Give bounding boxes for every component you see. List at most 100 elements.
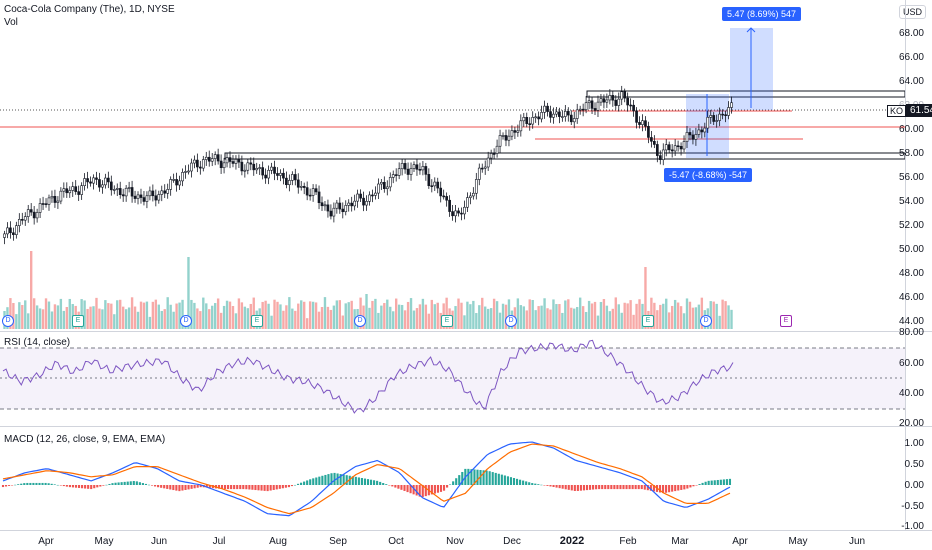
volume-bar — [608, 311, 612, 329]
candle-body — [359, 193, 362, 199]
macd-histogram-bar — [260, 485, 263, 491]
candle-body — [638, 122, 641, 125]
rsi-title[interactable]: RSI (14, close) — [4, 337, 71, 348]
macd-histogram-bar — [111, 483, 114, 485]
macd-histogram-bar — [677, 485, 680, 491]
macd-histogram-bar — [239, 485, 242, 490]
candle-body — [62, 188, 66, 192]
earnings-marker[interactable]: E — [642, 315, 654, 327]
candle-body — [552, 113, 555, 118]
macd-histogram-bar — [354, 476, 357, 485]
candle-body — [270, 166, 273, 171]
macd-histogram-bar — [436, 485, 440, 493]
candle-body — [115, 188, 119, 190]
dividend-marker[interactable]: D — [2, 315, 14, 327]
candle-body — [204, 156, 208, 160]
measure-down-badge[interactable]: -5.47 (-8.68%) -547 — [664, 168, 753, 182]
earnings-marker[interactable]: E — [251, 315, 263, 327]
candle-body — [519, 120, 523, 132]
symbol-title[interactable]: Coca-Cola Company (The), 1D, NYSE — [4, 4, 175, 15]
macd-histogram-bar — [418, 485, 421, 497]
candle-body — [721, 113, 724, 116]
volume-bar — [445, 297, 448, 329]
candle-body — [629, 104, 632, 107]
price-tick: 64.00 — [898, 76, 924, 87]
dividend-marker[interactable]: D — [354, 315, 366, 327]
macd-histogram-bar — [147, 484, 151, 486]
candle-body — [572, 118, 576, 123]
macd-histogram-bar — [312, 478, 315, 485]
candle-body — [694, 134, 698, 140]
currency-button[interactable]: USD — [898, 5, 926, 19]
volume-bar — [243, 306, 247, 329]
volume-bar — [433, 304, 436, 329]
price-tick: 50.00 — [898, 244, 924, 255]
dividend-marker[interactable]: D — [505, 315, 517, 327]
macd-histogram-bar — [303, 481, 306, 485]
pane-separator-macd[interactable] — [0, 426, 932, 427]
price-axis-border — [905, 0, 906, 530]
volume-bar — [285, 305, 288, 329]
volume-bar — [403, 310, 407, 329]
macd-histogram-bar — [129, 481, 132, 485]
volume-bar — [119, 299, 122, 329]
macd-histogram-bar — [537, 484, 540, 485]
candle-body — [261, 167, 264, 176]
volume-bar — [629, 300, 632, 329]
macd-histogram-bar — [704, 481, 707, 485]
candle-body — [296, 179, 300, 188]
candle-body — [611, 95, 615, 101]
volume-bar — [294, 310, 297, 329]
macd-histogram-bar — [157, 485, 160, 488]
candle-body — [267, 169, 270, 179]
candle-body — [53, 196, 57, 203]
earnings-marker-upcoming[interactable]: E — [780, 315, 792, 327]
volume-bar — [228, 301, 232, 329]
candle-body — [118, 188, 122, 195]
macd-histogram-bar — [242, 485, 245, 490]
volume-bar — [27, 313, 30, 329]
candle-body — [709, 115, 713, 118]
dividend-marker[interactable]: D — [180, 315, 192, 327]
volume-bar — [213, 303, 217, 329]
candle-body — [32, 211, 36, 219]
macd-histogram-bar — [564, 485, 567, 490]
earnings-marker[interactable]: E — [441, 315, 453, 327]
macd-histogram-bar — [479, 469, 482, 485]
candle-body — [507, 135, 511, 141]
volume-bar — [323, 297, 327, 329]
macd-histogram-bar — [190, 485, 193, 489]
macd-histogram-bar — [442, 485, 446, 491]
macd-histogram-bar — [254, 485, 257, 491]
dividend-marker[interactable]: D — [700, 315, 712, 327]
macd-histogram-bar — [491, 472, 494, 485]
candle-body — [47, 197, 51, 205]
macd-histogram-bar — [74, 485, 78, 488]
macd-tick: -0.50 — [901, 501, 924, 512]
volume-bar — [107, 303, 110, 329]
candle-body — [299, 185, 303, 188]
pane-separator-rsi[interactable] — [0, 331, 932, 332]
candle-body — [498, 135, 502, 147]
candle-body — [279, 172, 282, 176]
volume-bar — [697, 304, 701, 329]
macd-histogram-bar — [640, 485, 643, 490]
candle-body — [12, 232, 15, 235]
macd-title[interactable]: MACD (12, 26, close, 9, EMA, EMA) — [4, 434, 166, 445]
macd-histogram — [1, 468, 732, 497]
macd-line — [2, 441, 731, 517]
volume-label[interactable]: Vol — [4, 17, 18, 28]
candle-body — [688, 132, 692, 136]
volume-bar — [175, 303, 178, 329]
macd-histogram-bar — [515, 478, 519, 485]
macd-histogram-bar — [272, 485, 275, 490]
earnings-marker[interactable]: E — [72, 315, 84, 327]
volume-bar — [219, 312, 223, 329]
measure-up-badge[interactable]: 5.47 (8.69%) 547 — [722, 7, 802, 21]
macd-histogram-bar — [351, 476, 354, 485]
macd-histogram-bar — [23, 483, 26, 485]
candle-body — [647, 125, 650, 138]
volume-bar — [590, 303, 594, 329]
candle-body — [676, 145, 680, 148]
